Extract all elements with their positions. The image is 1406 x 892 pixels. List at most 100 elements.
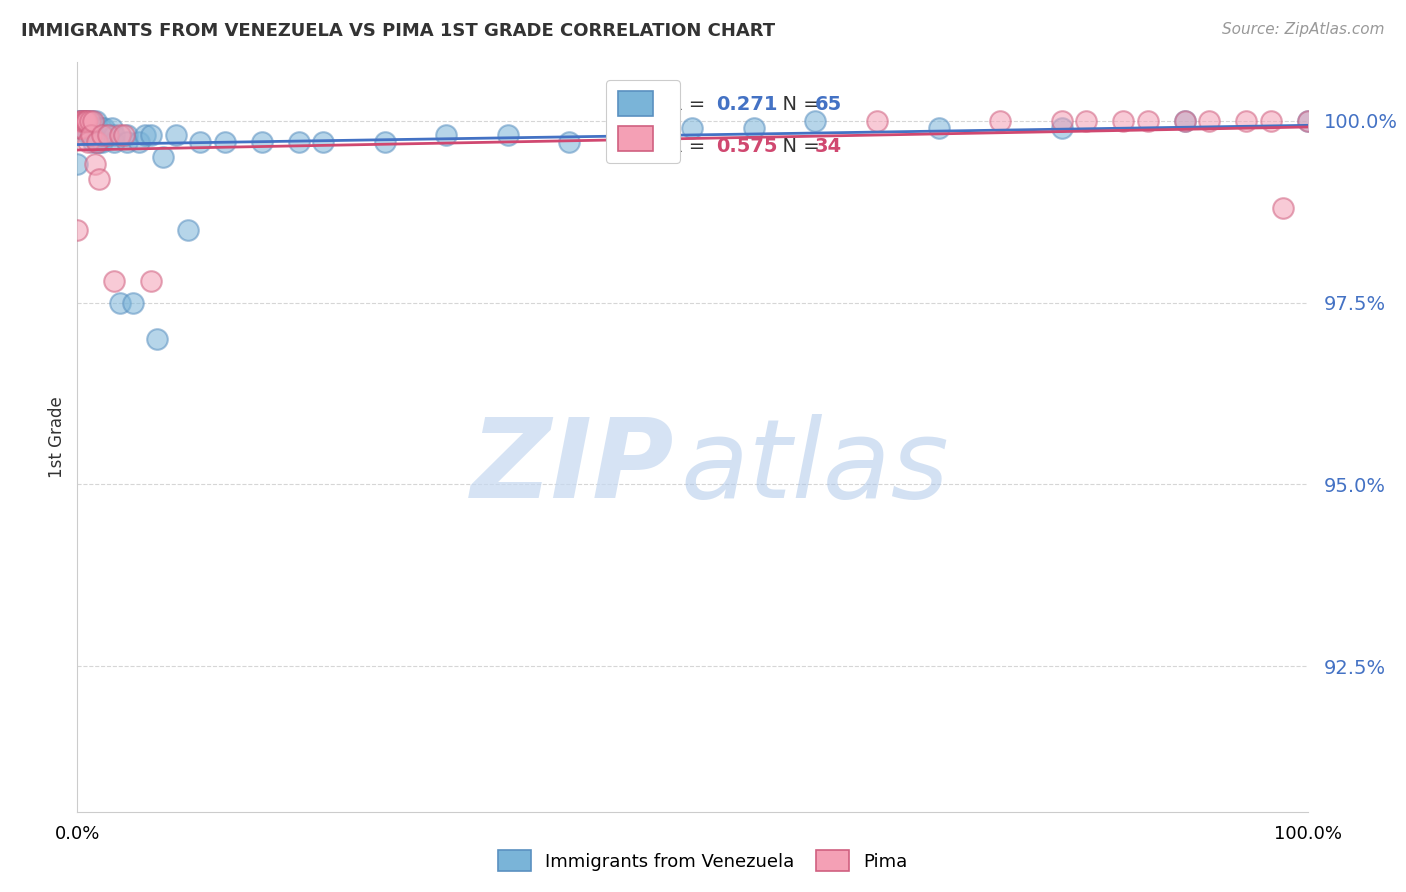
Point [79, 120, 101, 135]
Point [86, 136, 108, 150]
Point [1076, 113, 1098, 128]
Point [76, 113, 98, 128]
Point [103, 128, 125, 143]
Text: atlas: atlas [681, 414, 949, 521]
Point [152, 150, 174, 164]
Point [72, 113, 94, 128]
Point [1050, 120, 1073, 135]
Point [80, 120, 103, 135]
Point [165, 128, 187, 143]
Text: 0.271: 0.271 [716, 95, 778, 114]
Point [1296, 113, 1319, 128]
Point [70, 120, 93, 135]
Point [1296, 113, 1319, 128]
Point [83, 128, 105, 143]
Point [79, 128, 101, 143]
Text: 34: 34 [814, 137, 842, 156]
Point [77, 120, 100, 135]
Point [82, 113, 104, 128]
Point [66, 223, 89, 237]
Point [77, 136, 100, 150]
Point [1174, 113, 1197, 128]
Point [141, 128, 163, 143]
Point [214, 136, 236, 150]
Point [1050, 113, 1073, 128]
Point [89, 171, 111, 186]
Point [70, 120, 93, 135]
Point [80, 128, 103, 143]
Legend: Immigrants from Venezuela, Pima: Immigrants from Venezuela, Pima [491, 843, 915, 879]
Point [73, 113, 96, 128]
Point [312, 136, 335, 150]
Point [112, 128, 135, 143]
Point [90, 136, 114, 150]
Point [436, 128, 458, 143]
Point [110, 295, 132, 310]
Point [177, 223, 200, 237]
Point [1234, 113, 1257, 128]
Point [75, 113, 97, 128]
Point [83, 157, 105, 171]
Point [288, 136, 311, 150]
Point [141, 274, 163, 288]
Point [134, 128, 156, 143]
Point [1260, 113, 1282, 128]
Point [82, 120, 104, 135]
Point [742, 120, 765, 135]
Point [73, 113, 96, 128]
Point [82, 113, 104, 128]
Point [84, 113, 107, 128]
Point [128, 136, 150, 150]
Point [93, 120, 115, 135]
Point [97, 128, 120, 143]
Point [97, 128, 120, 143]
Point [90, 128, 114, 143]
Point [67, 120, 90, 135]
Point [928, 120, 950, 135]
Point [75, 113, 97, 128]
Point [101, 120, 124, 135]
Point [76, 113, 98, 128]
Point [1112, 113, 1135, 128]
Point [866, 113, 889, 128]
Point [89, 136, 111, 150]
Point [250, 136, 273, 150]
Point [115, 128, 138, 143]
Text: R =: R = [669, 95, 711, 114]
Point [682, 120, 704, 135]
Point [76, 120, 98, 135]
Point [103, 274, 125, 288]
Point [115, 136, 138, 150]
Y-axis label: 1st Grade: 1st Grade [48, 396, 66, 478]
Point [86, 136, 108, 150]
Point [90, 120, 112, 135]
Point [70, 113, 93, 128]
Point [496, 128, 519, 143]
Text: 0.575: 0.575 [716, 137, 778, 156]
Point [70, 120, 93, 135]
Point [73, 120, 96, 135]
Point [121, 295, 143, 310]
Text: Source: ZipAtlas.com: Source: ZipAtlas.com [1222, 22, 1385, 37]
Point [87, 128, 110, 143]
Point [86, 120, 108, 135]
Point [69, 113, 91, 128]
Point [72, 113, 94, 128]
Text: IMMIGRANTS FROM VENEZUELA VS PIMA 1ST GRADE CORRELATION CHART: IMMIGRANTS FROM VENEZUELA VS PIMA 1ST GR… [21, 22, 775, 40]
Point [72, 120, 94, 135]
Point [70, 113, 93, 128]
Point [558, 136, 581, 150]
Text: R =: R = [669, 137, 711, 156]
Point [67, 113, 90, 128]
Point [80, 113, 103, 128]
Text: ZIP: ZIP [471, 414, 673, 521]
Point [79, 113, 101, 128]
Point [103, 136, 125, 150]
Point [77, 128, 100, 143]
Point [69, 113, 91, 128]
Point [82, 128, 104, 143]
Point [374, 136, 396, 150]
Point [146, 332, 169, 346]
Text: N =: N = [770, 95, 827, 114]
Point [82, 136, 104, 150]
